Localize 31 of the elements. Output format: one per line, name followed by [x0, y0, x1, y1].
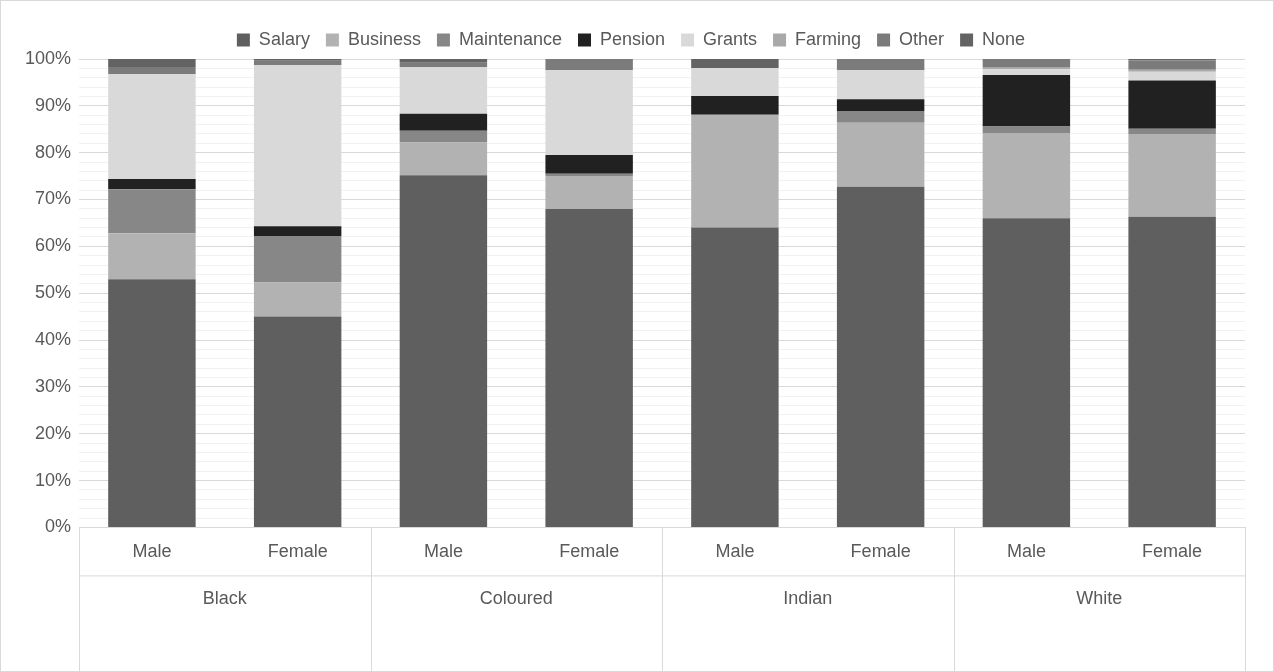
x-tick-label: Female: [850, 541, 911, 562]
y-tick-label: 90%: [35, 94, 72, 115]
x-tick-label: Male: [132, 541, 172, 562]
y-tick-label: 80%: [35, 141, 72, 162]
legend-label: Other: [899, 28, 945, 49]
y-tick-label: 40%: [35, 329, 72, 350]
x-tick-label: Male: [423, 541, 463, 562]
legend-label: Salary: [258, 28, 310, 49]
y-tick-label: 0%: [45, 516, 72, 537]
y-tick-label: 30%: [35, 375, 72, 396]
y-tick-label: 60%: [35, 235, 72, 256]
y-tick-label: 100%: [24, 47, 72, 68]
legend-label: Farming: [795, 28, 862, 49]
y-tick-label: 70%: [35, 188, 72, 209]
y-tick-label: 10%: [35, 469, 72, 490]
x-tick-label: Female: [1142, 541, 1203, 562]
y-tick-label: 20%: [35, 422, 72, 443]
text: Black: [202, 588, 248, 609]
legend-label: Business: [347, 28, 421, 49]
x-tick-label: Male: [1006, 541, 1046, 562]
text: White: [1076, 588, 1123, 609]
legend-label: Maintenance: [458, 28, 563, 49]
x-tick-label: Female: [267, 541, 328, 562]
y-tick-label: 50%: [35, 282, 72, 303]
legend-label: None: [982, 28, 1026, 49]
text: Indian: [783, 588, 833, 609]
x-tick-label: Male: [715, 541, 755, 562]
text: Coloured: [479, 588, 553, 609]
legend-label: Grants: [703, 28, 758, 49]
legend-label: Pension: [600, 28, 666, 49]
x-tick-label: Female: [559, 541, 620, 562]
